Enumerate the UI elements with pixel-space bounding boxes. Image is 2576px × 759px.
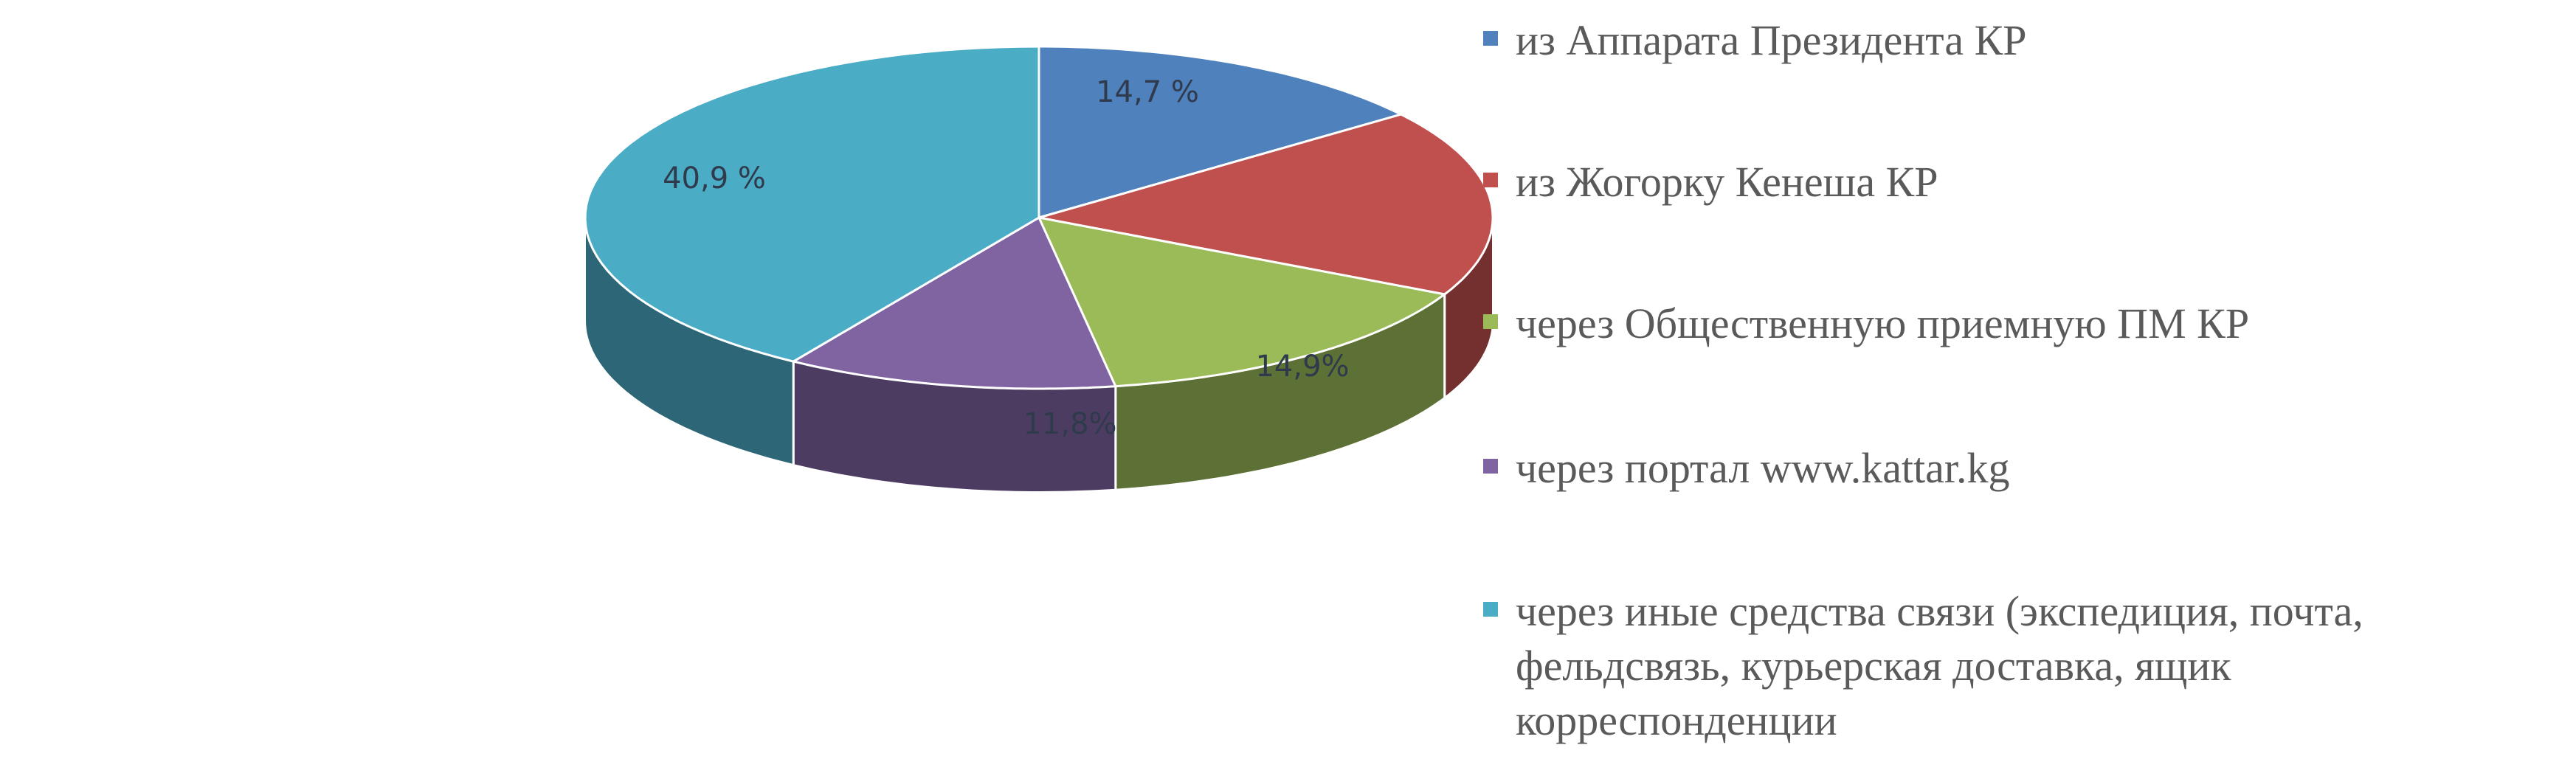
- pie-labels: 14,7 % 14,9% 11,8% 40,9 %: [663, 75, 1349, 441]
- pie-sides: [584, 217, 1494, 493]
- pie-slice-1: [1038, 113, 1494, 296]
- pie-slice-2: [1037, 215, 1448, 388]
- legend-label: из Аппарата Президента КР: [1516, 16, 2027, 64]
- pie-slice-4: [584, 45, 1040, 363]
- legend-swatch: [1483, 314, 1498, 329]
- legend-label: через портал www.kattar.kg: [1516, 444, 2010, 492]
- legend: из Аппарата Президента КР из Жогорку Кен…: [1483, 0, 2546, 755]
- legend-item-kattar: через портал www.kattar.kg: [1483, 441, 2534, 496]
- legend-item-apparat: из Аппарата Президента КР: [1483, 13, 2534, 68]
- pie-data-label-2: 14,9%: [1255, 350, 1349, 384]
- legend-item-priemnaya: через Общественную приемную ПМ КР: [1483, 297, 2534, 351]
- legend-item-other: через иные средства связи (экспедиция, п…: [1483, 584, 2534, 748]
- pie-tops: [584, 45, 1494, 390]
- pie-data-label-0: 14,7 %: [1096, 75, 1199, 109]
- legend-swatch: [1483, 31, 1498, 46]
- legend-swatch: [1483, 459, 1498, 474]
- legend-label: через Общественную приемную ПМ КР: [1516, 299, 2250, 347]
- pie-data-label-3: 11,8%: [1023, 407, 1116, 441]
- pie-slice-3: [790, 215, 1118, 390]
- legend-swatch: [1483, 602, 1498, 617]
- legend-label: из Жогорку Кенеша КР: [1516, 158, 1938, 206]
- legend-item-kenesh: из Жогорку Кенеша КР: [1483, 155, 2534, 209]
- pie-slice-0: [1037, 45, 1404, 219]
- pie-data-label-4: 40,9 %: [663, 162, 766, 195]
- legend-swatch: [1483, 173, 1498, 187]
- legend-label: через иные средства связи (экспедиция, п…: [1516, 587, 2363, 744]
